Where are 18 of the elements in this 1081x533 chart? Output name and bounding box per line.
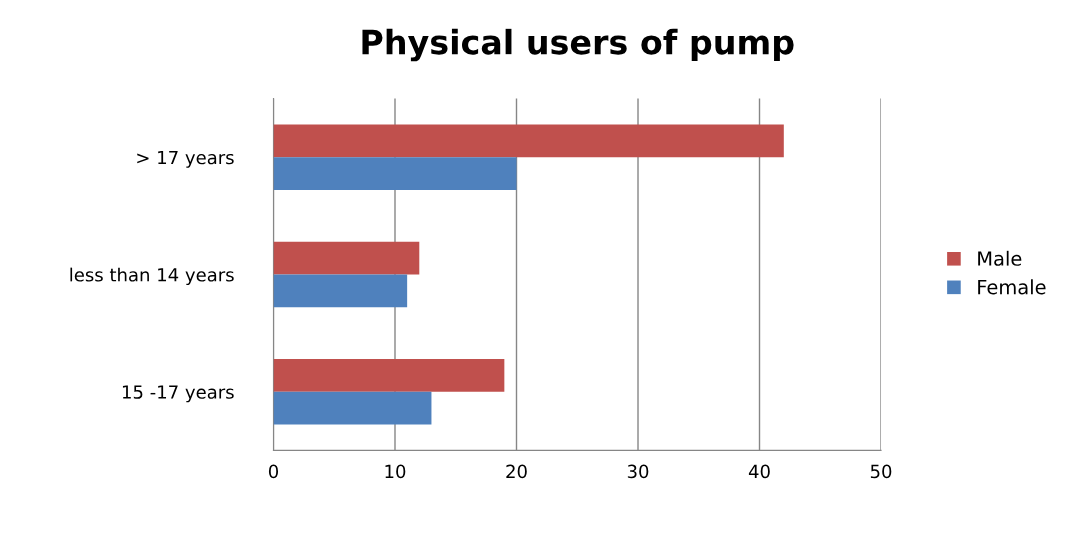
y-tick-label: > 17 years <box>137 150 234 168</box>
bar <box>273 274 408 308</box>
x-tick-label: 50 <box>870 464 892 479</box>
bar <box>273 124 784 158</box>
x-tick-label: 30 <box>627 464 649 479</box>
x-tick-label: 10 <box>385 464 406 479</box>
legend-label: Female <box>978 279 1046 295</box>
bar <box>273 157 517 191</box>
y-tick-label: 15 -17 years <box>122 385 234 403</box>
legend-label: Male <box>978 250 1022 266</box>
bar <box>273 391 432 425</box>
x-tick-label: 40 <box>748 464 770 479</box>
bar <box>273 358 505 392</box>
bar <box>273 241 420 275</box>
chart-title: Physical users of pump <box>362 28 794 62</box>
x-tick-label: 0 <box>268 464 279 479</box>
y-tick-label: less than 14 years <box>70 267 234 286</box>
x-tick-label: 20 <box>506 464 527 479</box>
